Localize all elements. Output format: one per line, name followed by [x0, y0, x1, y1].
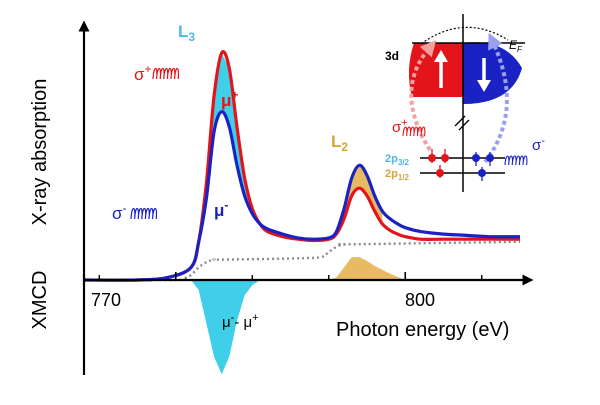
l3-edge-label: L3 [178, 22, 195, 44]
inset-sigma-minus-label: σ- [532, 135, 545, 154]
core-electrons-blue [472, 152, 494, 181]
axis-break-1 [454, 115, 466, 127]
tick-layer [98, 272, 483, 280]
l2-edge-label: L2 [331, 132, 348, 154]
sigma-minus-helix-icon [130, 207, 158, 220]
spin-down-arrow-icon [477, 58, 491, 92]
axis-break-2 [458, 119, 470, 131]
sigma-minus-label: σ- [112, 201, 127, 223]
curve-layer [83, 50, 521, 282]
fermi-level-label: EF [509, 38, 523, 54]
series-step-background [83, 240, 521, 282]
spin-up-arrow-icon [434, 50, 448, 88]
x-axis-label: Photon energy (eV) [336, 319, 509, 341]
sigma-plus-helix-icon [152, 67, 180, 80]
core-electrons-red [428, 149, 449, 178]
l2-difference-area [336, 165, 383, 235]
core-label-2p32: 2p3/2 [385, 153, 410, 167]
inset-sigma-minus-helix-icon [504, 155, 528, 166]
y-axis-label-xmcd: XMCD [29, 271, 51, 330]
band-3d-label: 3d [385, 49, 399, 63]
core-label-2p12: 2p1/2 [385, 168, 410, 182]
inset-sigma-plus-helix-icon [402, 126, 426, 137]
y-axis-label-absorption: X-ray absorption [29, 79, 51, 226]
xmcd-negative-area [191, 280, 260, 375]
xmcd-label: μ-- μ+ [222, 312, 259, 331]
series-mu-minus [83, 110, 521, 282]
excitation-arrow-sigma-plus [409, 40, 437, 152]
mu-minus-label: μ- [214, 198, 228, 220]
xtick-label-770: 770 [91, 290, 121, 310]
mu-plus-label: μ+ [221, 88, 238, 110]
xmcd-positive-area [328, 257, 406, 280]
xtick-label-800: 800 [405, 290, 435, 310]
sigma-plus-label: σ+ [134, 62, 152, 84]
excitation-arrow-sigma-minus [483, 32, 509, 164]
band-inset: 3d EF 2p3/2 2p1/2 [385, 14, 545, 192]
inset-sigma-plus-label: σ+ [392, 117, 408, 136]
